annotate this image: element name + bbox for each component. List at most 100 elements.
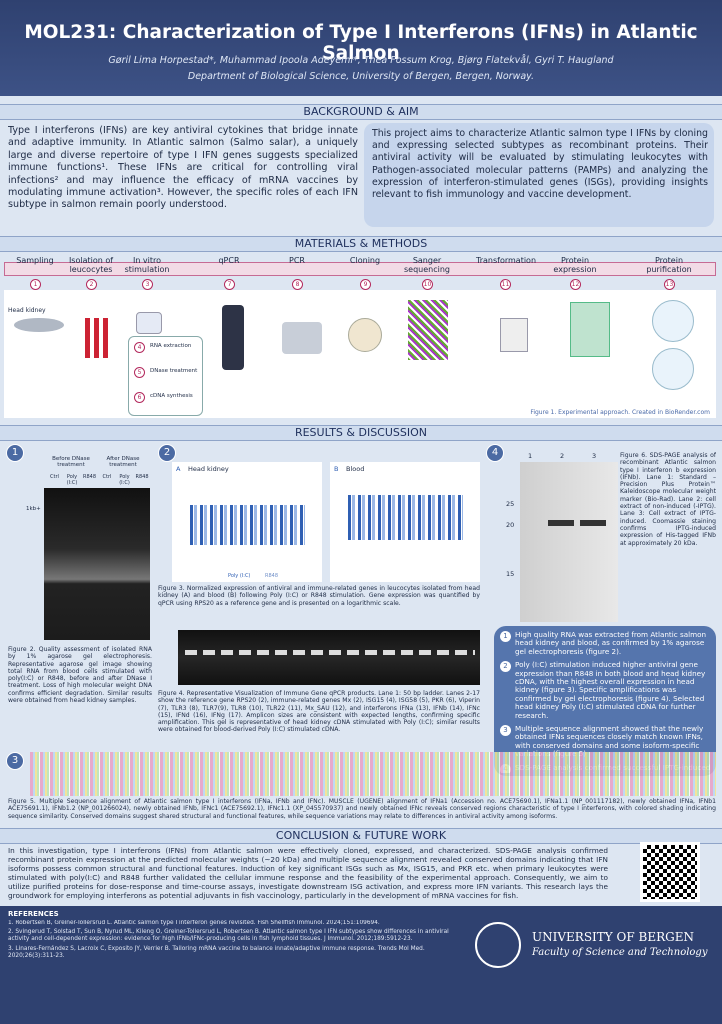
finding-number: 2 <box>500 661 511 673</box>
finding-text: High quality RNA was extracted from Atla… <box>515 631 707 656</box>
conclusion-text: In this investigation, type I interferon… <box>8 846 608 901</box>
step-number: 12 <box>570 279 581 290</box>
legend-entry: Poly (I:C) <box>228 573 251 579</box>
step-label: qPCR <box>218 256 240 265</box>
reference: 1. Robertsen B, Greiner-Tollersrud L. At… <box>8 920 380 926</box>
figure-caption: Figure 1. Experimental approach. Created… <box>530 409 710 416</box>
references-list: 1. Robertsen B, Greiner-Tollersrud L. At… <box>8 920 458 1020</box>
chart-bars <box>190 505 305 545</box>
step-number: 2 <box>86 279 97 290</box>
step-number: 11 <box>500 279 511 290</box>
findings-box <box>494 626 716 776</box>
step-number: 3 <box>142 279 153 290</box>
step-number: 6 <box>134 392 145 403</box>
step-label: Sanger sequencing <box>404 256 450 274</box>
step-label: RNA extraction <box>150 343 192 349</box>
lane-label: 3 <box>592 452 597 460</box>
reference: 2. Svingerud T, Solstad T, Sun B, Nyrud … <box>8 929 449 943</box>
background-text: Type I interferons (IFNs) are key antivi… <box>8 125 358 211</box>
reference: 3. Linares-Fernández S, Lacroix C, Expos… <box>8 945 425 959</box>
step-label: Transformation <box>476 256 537 265</box>
lane-label: R848 <box>82 474 97 480</box>
section-heading: BACKGROUND & AIM <box>0 104 722 120</box>
tube-icon <box>500 318 528 352</box>
panel-letter: B <box>334 465 339 473</box>
step-label: PCR <box>289 256 305 265</box>
figure-caption: Figure 2. Quality assessment of isolated… <box>8 646 152 705</box>
section-heading: RESULTS & DISCUSSION <box>0 425 722 441</box>
marker-label: 20 <box>506 521 515 529</box>
figure-caption: Figure 6. SDS-PAGE analysis of recombina… <box>620 452 716 547</box>
step-number: 4 <box>134 342 145 353</box>
step-number: 5 <box>134 367 145 378</box>
lane-label: Ctrl <box>50 474 59 480</box>
gel-group-label: After DNase treatment <box>106 456 140 468</box>
pcr-machine <box>282 322 322 354</box>
footer <box>0 906 722 1024</box>
panel-letter: A <box>176 465 181 473</box>
step-label: DNase treatment <box>150 368 198 374</box>
lane-label: 2 <box>560 452 565 460</box>
gel-image <box>178 630 480 685</box>
tubes-icon <box>85 318 111 358</box>
gel-group-label: Before DNase treatment <box>52 456 90 468</box>
legend-entry: R848 <box>265 573 279 579</box>
step-label: Protein expression <box>553 256 597 274</box>
step-label: Protein purification <box>646 256 692 274</box>
ladder-label: 1kb+ <box>26 506 41 512</box>
qr-code[interactable] <box>640 842 700 902</box>
step-number: 1 <box>30 279 41 290</box>
bead-icon <box>652 300 694 342</box>
title: MOL231: Characterization of Type I Inter… <box>24 22 698 64</box>
gel-image <box>44 488 150 640</box>
finding-number: 1 <box>500 631 511 642</box>
panel-number: 1 <box>6 444 24 462</box>
lane-label: Poly (I:C) <box>66 474 78 486</box>
finding: 1 High quality RNA was extracted from Atl… <box>500 631 712 656</box>
step-label: Isolation of leucocytes <box>68 256 114 274</box>
section-heading: CONCLUSION & FUTURE WORK <box>0 828 722 844</box>
references-heading: REFERENCES <box>8 910 59 918</box>
panel-number: 3 <box>6 752 24 770</box>
authors: Gøril Lima Horpestad*, Muhammad Ipoola A… <box>108 55 614 66</box>
aim-box <box>364 123 714 227</box>
lane-label: Ctrl <box>102 474 112 480</box>
gel-bands <box>185 650 475 655</box>
chart-title: Blood <box>346 465 365 473</box>
figure-caption: Figure 3. Normalized expression of antiv… <box>158 585 480 607</box>
petri-dish <box>348 318 382 352</box>
chart-bars <box>348 495 463 540</box>
alignment-image <box>30 752 716 796</box>
marker-label: 15 <box>506 570 515 578</box>
header <box>0 0 722 96</box>
chart-title: Head kidney <box>188 465 229 473</box>
lane-label: R848 <box>135 474 149 480</box>
workflow-arrow <box>4 262 716 276</box>
step-number: 7 <box>224 279 235 290</box>
university-logo <box>475 922 521 968</box>
step-number: 9 <box>360 279 371 290</box>
step-label: Cloning <box>349 256 381 265</box>
university-name: UNIVERSITY OF BERGEN <box>532 930 694 944</box>
fish-icon <box>14 318 64 332</box>
bead-icon <box>652 348 694 390</box>
gel-box <box>570 302 610 357</box>
panel-number: 2 <box>158 444 176 462</box>
lane-label: 1 <box>528 452 533 460</box>
panel-number: 4 <box>486 444 504 462</box>
step-label: cDNA synthesis <box>150 393 193 399</box>
step-number: 8 <box>292 279 303 290</box>
finding-number: 3 <box>500 725 511 737</box>
tissue-label: Head kidney <box>8 307 46 314</box>
substep-box <box>128 336 203 416</box>
finding-text: Poly (I:C) stimulation induced higher an… <box>515 660 706 720</box>
plate-icon <box>136 312 162 334</box>
figure-caption: Figure 5. Multiple Sequence alignment of… <box>8 798 716 820</box>
gel-image <box>520 462 618 622</box>
step-number: 13 <box>664 279 675 290</box>
qpcr-machine <box>222 305 244 370</box>
lane-label: Poly (I:C) <box>119 474 130 486</box>
step-label: In vitro stimulation <box>124 256 170 274</box>
finding: 2 Poly (I:C) stimulation induced higher a… <box>500 661 712 720</box>
